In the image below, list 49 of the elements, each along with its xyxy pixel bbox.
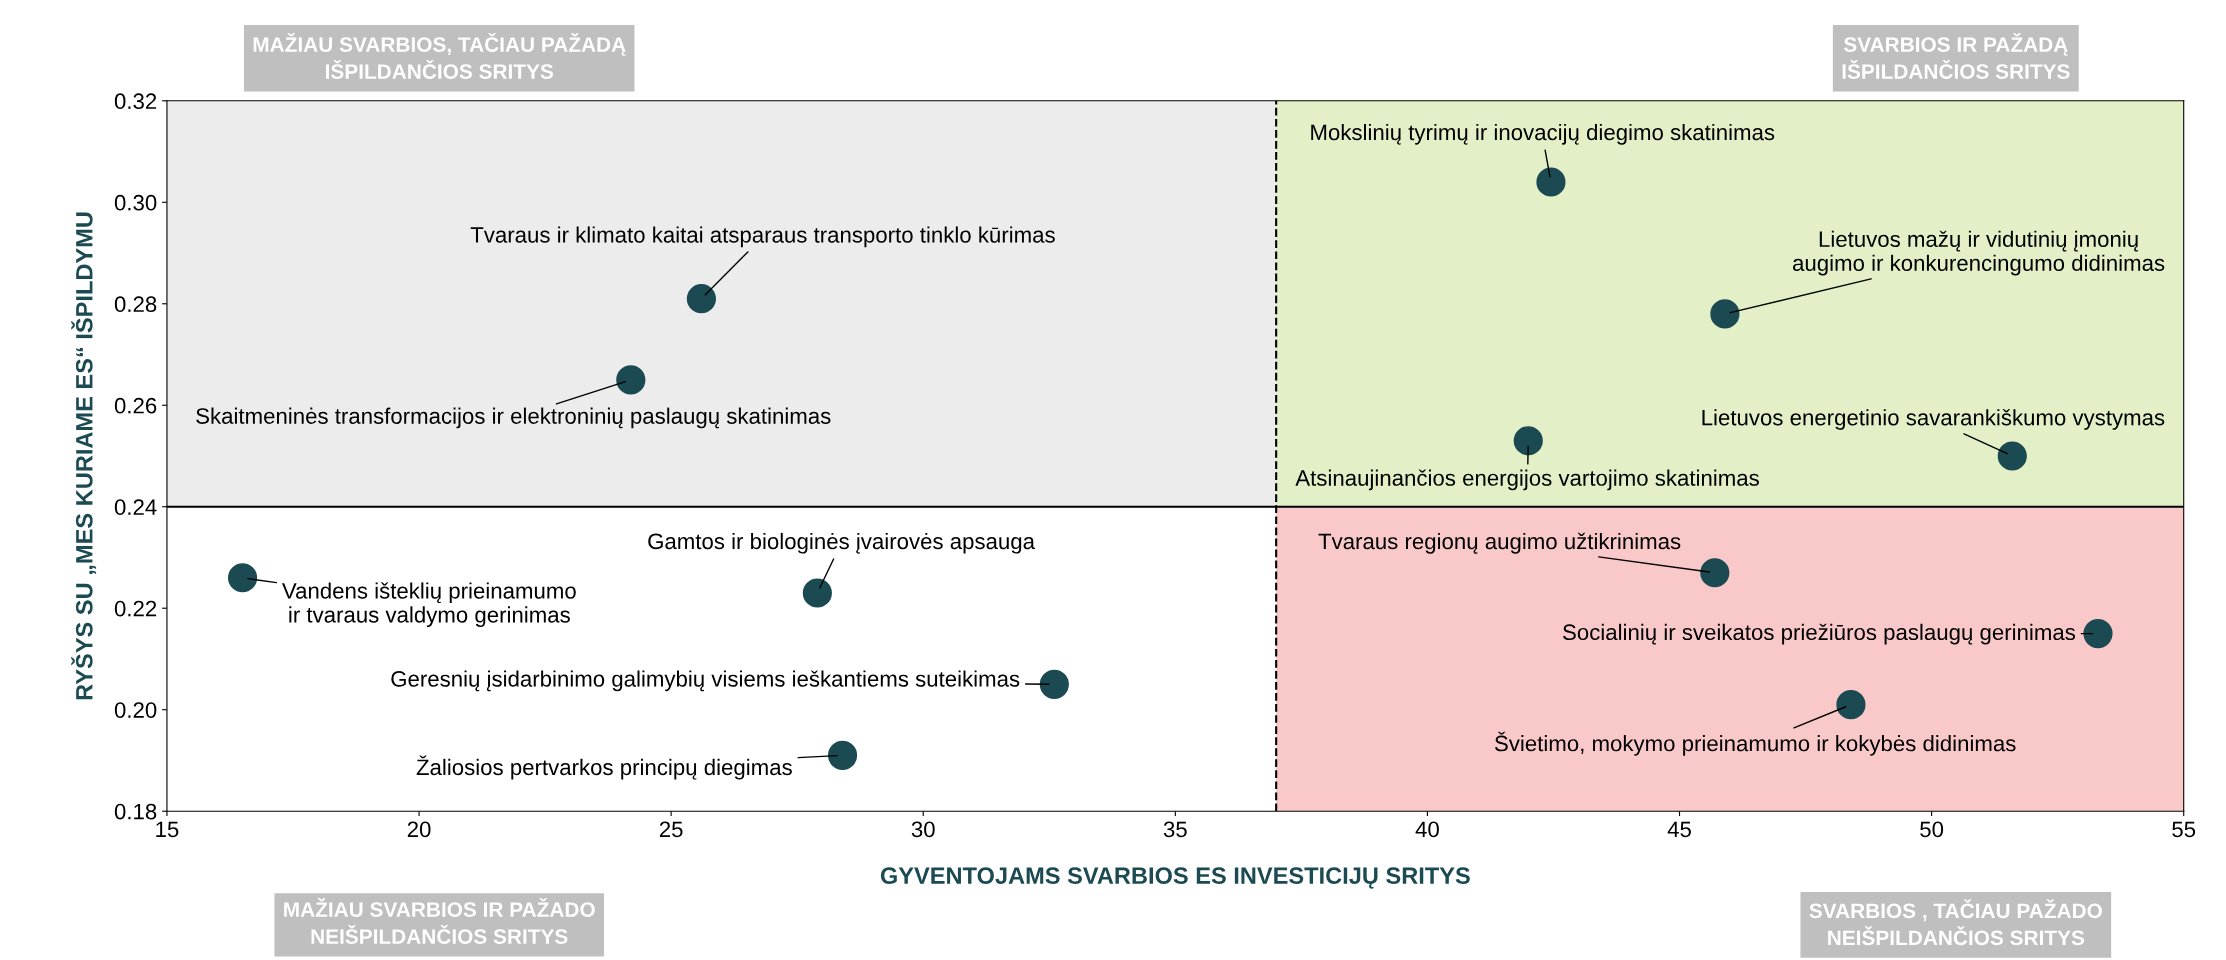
y-tick-label: 0.26 (114, 397, 157, 414)
annotation: Skaitmeninės transformacijos ir elektroninių paslaugų skatinimas (196, 407, 831, 429)
point (686, 284, 716, 314)
point (1836, 690, 1866, 720)
point (1710, 299, 1740, 329)
annotation: Lietuvos mažų ir vidutinių įmonių augimo ir konkurencingumo didinimas (1793, 230, 2165, 276)
x-tick-label: 15 (156, 821, 179, 838)
x-tick-label: 20 (407, 821, 431, 838)
annotation: Lietuvos energetinio savarankiškumo vystymas (1702, 409, 2165, 430)
text: MAŽIAU SVARBIOS, TAČIAU PAŽADĄ IŠPILDANČIOS SRITYS (253, 33, 626, 79)
y-tick-label: 0.32 (114, 93, 157, 110)
annotation: Socialinių ir sveikatos priežiūros paslaugų gerinimas (1563, 623, 2076, 645)
text: SVARBIOS , TAČIAU PAŽADO NEIŠPILDANČIOS SRITYS (1809, 899, 2102, 946)
y-tick-label: 0.22 (114, 600, 157, 617)
annotation: Vandens išteklių prieinamumo ir tvaraus valdymo gerinimas (282, 582, 576, 628)
x-tick-label: 45 (1667, 821, 1691, 838)
point (827, 740, 858, 770)
point (616, 365, 646, 395)
point (802, 578, 832, 608)
x-tick-label: 30 (911, 821, 935, 838)
y-axis-title: RYŠYS SU „MES KURIAME ES“ IŠPILDYMU (71, 212, 97, 700)
annotation: Tvaraus regionų augimo užtikrinimas (1318, 532, 1681, 554)
x-tick-label: 55 (2172, 821, 2196, 838)
annotation: Tvaraus ir klimato kaitai atsparaus transporto tinklo kūrimas (470, 226, 1055, 248)
point (1513, 426, 1543, 456)
x-axis-title: GYVENTOJAMS SVARBIOS ES INVESTICIJŲ SRITYS (880, 867, 1470, 889)
point (1536, 167, 1566, 197)
text: MAŽIAU SVARBIOS IR PAŽADO NEIŠPILDANČIOS SRITYS (284, 898, 595, 944)
y-tick-label: 0.28 (114, 296, 157, 313)
y-tick-label: 0.24 (114, 499, 157, 516)
x-tick-label: 25 (659, 821, 683, 838)
x-tick-label: 35 (1163, 821, 1187, 838)
point (1039, 669, 1069, 699)
annotation: Mokslinių tyrimų ir inovacijų diegimo skatinimas (1311, 123, 1775, 145)
y-tick-label: 0.18 (114, 803, 157, 820)
x-tick-label: 40 (1415, 821, 1439, 838)
annotation: Švietimo, mokymo prieinamumo ir kokybės didinimas (1494, 731, 2016, 756)
annotation: Žaliosios pertvarkos principų diegimas (416, 755, 792, 780)
point (1997, 441, 2027, 471)
annotation: Gamtos ir biologinės įvairovės apsauga (648, 532, 1035, 554)
point (227, 563, 258, 593)
y-tick-label: 0.20 (114, 702, 157, 718)
annotation: Atsinaujinančios energijos vartojimo skatinimas (1295, 469, 1759, 491)
point (1700, 558, 1730, 588)
point (2083, 619, 2113, 649)
annotation: Geresnių įsidarbinimo galimybių visiems ieškantiems suteikimas (391, 670, 1020, 692)
x-tick-label: 50 (1920, 821, 1944, 838)
y-tick-label: 0.30 (114, 194, 157, 211)
text: SVARBIOS IR PAŽADĄ IŠPILDANČIOS SRITYS (1842, 33, 2070, 79)
